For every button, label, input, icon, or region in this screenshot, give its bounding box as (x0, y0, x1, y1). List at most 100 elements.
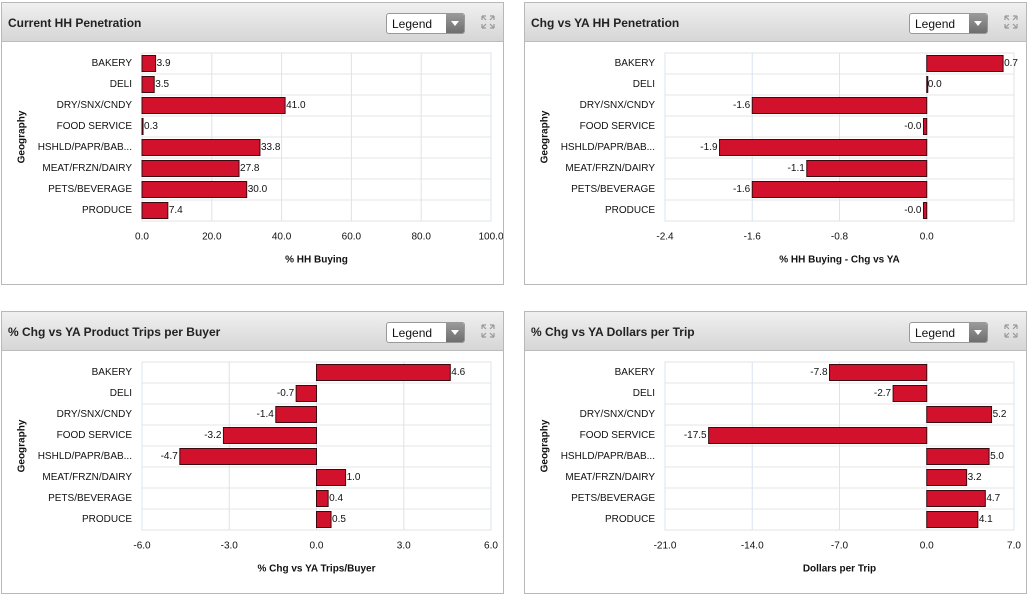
bar (926, 490, 986, 507)
value-label: 41.0 (286, 100, 306, 111)
bar (922, 202, 928, 219)
x-tick-label: 6.0 (484, 541, 498, 552)
y-tick-label: DRY/SNX/CNDY (57, 409, 133, 420)
x-tick-label: 40.0 (272, 232, 292, 243)
x-axis-label: % HH Buying (285, 255, 348, 266)
x-tick-label: 7.0 (1007, 541, 1021, 552)
dropdown-label[interactable]: Legend (392, 326, 433, 340)
x-tick-label: 20.0 (202, 232, 222, 243)
y-tick-label: DRY/SNX/CNDY (580, 409, 656, 420)
value-label: 3.2 (968, 472, 982, 483)
x-axis-label: Dollars per Trip (803, 564, 876, 575)
value-label: 4.6 (451, 367, 465, 378)
bar (316, 364, 451, 381)
x-tick-label: -3.0 (221, 541, 239, 552)
y-tick-label: FOOD SERVICE (580, 430, 656, 441)
y-tick-label: DELI (110, 388, 132, 399)
bar (926, 55, 1004, 72)
bar (751, 97, 928, 114)
legend-dropdown[interactable]: Legend (386, 13, 465, 34)
panel-header: Chg vs YA HH Penetration Legend (525, 3, 1026, 42)
bar (141, 202, 169, 219)
y-tick-label: HSHLD/PAPR/BAB... (561, 142, 655, 153)
bar (141, 160, 240, 177)
dropdown-arrow[interactable] (446, 14, 464, 33)
expand-icon[interactable] (481, 15, 495, 29)
bar (141, 55, 157, 72)
chart: 0.0 20.0 40.0 60.0 80.0 100.0 % HH Buying Geogr… (17, 52, 503, 266)
dropdown-arrow[interactable] (969, 14, 987, 33)
dropdown-label[interactable]: Legend (392, 17, 433, 31)
bar (141, 181, 248, 198)
y-axis-label: Geography (17, 419, 28, 472)
value-label: 0.7 (1004, 58, 1018, 69)
x-tick-label: -7.0 (831, 541, 849, 552)
y-tick-label: PRODUCE (82, 514, 132, 525)
y-axis-label: Geography (540, 419, 551, 472)
y-tick-label: MEAT/FRZN/DAIRY (565, 472, 655, 483)
x-tick-label: 100.0 (478, 232, 503, 243)
value-label: 1.0 (347, 472, 361, 483)
y-tick-label: PRODUCE (605, 205, 655, 216)
y-tick-label: BAKERY (615, 367, 656, 378)
value-label: -0.0 (904, 121, 922, 132)
y-tick-label: PETS/BEVERAGE (571, 493, 655, 504)
legend-dropdown[interactable]: Legend (386, 322, 465, 343)
x-tick-label: -14.0 (741, 541, 764, 552)
bar (829, 364, 928, 381)
y-tick-label: MEAT/FRZN/DAIRY (42, 472, 132, 483)
value-label: 33.8 (261, 142, 281, 153)
x-axis-label: % HH Buying - Chg vs YA (779, 255, 900, 266)
x-tick-label: 0.0 (920, 541, 934, 552)
x-tick-label: 0.0 (920, 232, 934, 243)
value-label: -0.0 (904, 205, 922, 216)
bar (295, 385, 317, 402)
y-tick-label: MEAT/FRZN/DAIRY (42, 163, 132, 174)
bar (806, 160, 928, 177)
value-label: 0.4 (329, 493, 343, 504)
y-tick-label: DELI (633, 388, 655, 399)
expand-icon[interactable] (481, 324, 495, 338)
chart-panel: Current HH Penetration Legend 0.0 20.0 40.0 6… (1, 2, 504, 285)
value-label: -7.8 (810, 367, 828, 378)
panel-header: Current HH Penetration Legend (2, 3, 503, 42)
y-tick-label: FOOD SERVICE (57, 430, 133, 441)
value-label: -1.1 (788, 163, 806, 174)
value-label: -1.4 (257, 409, 275, 420)
bar (708, 427, 928, 444)
dropdown-arrow[interactable] (969, 323, 987, 342)
expand-icon[interactable] (1004, 15, 1018, 29)
value-label: -1.9 (700, 142, 718, 153)
value-label: -2.7 (874, 388, 892, 399)
bar (179, 448, 317, 465)
chart-panel: % Chg vs YA Dollars per Trip Legend -21.0-… (524, 311, 1027, 594)
y-tick-label: PRODUCE (82, 205, 132, 216)
legend-dropdown[interactable]: Legend (909, 322, 988, 343)
chart: -21.0 -14.0 -7.0 0.0 7.0 Dollars per Trip Geog… (540, 361, 1021, 575)
dropdown-label[interactable]: Legend (915, 17, 956, 31)
x-tick-label: 0.0 (135, 232, 149, 243)
chart-panel: % Chg vs YA Product Trips per Buyer Legen… (1, 311, 504, 594)
bar (926, 406, 993, 423)
dropdown-arrow[interactable] (446, 323, 464, 342)
value-label: -1.6 (733, 184, 751, 195)
x-tick-label: 60.0 (342, 232, 362, 243)
x-tick-label: 3.0 (397, 541, 411, 552)
value-label: 5.2 (993, 409, 1007, 420)
y-tick-label: HSHLD/PAPR/BAB... (38, 142, 132, 153)
y-tick-label: PETS/BEVERAGE (48, 184, 132, 195)
value-label: 30.0 (248, 184, 268, 195)
bar (892, 385, 928, 402)
bar (926, 511, 979, 528)
value-label: 0.3 (144, 121, 158, 132)
bar (141, 139, 261, 156)
x-tick-label: 0.0 (310, 541, 324, 552)
dropdown-label[interactable]: Legend (915, 326, 956, 340)
expand-icon[interactable] (1004, 324, 1018, 338)
bar (926, 469, 968, 486)
chart-panel: Chg vs YA HH Penetration Legend -2.4 -1.6 -0… (524, 2, 1027, 285)
legend-dropdown[interactable]: Legend (909, 13, 988, 34)
y-tick-label: FOOD SERVICE (57, 121, 133, 132)
chart: -2.4 -1.6 -0.8 0.0 % HH Buying - Chg vs YA Ge… (540, 52, 1018, 266)
y-axis-label: Geography (540, 110, 551, 163)
